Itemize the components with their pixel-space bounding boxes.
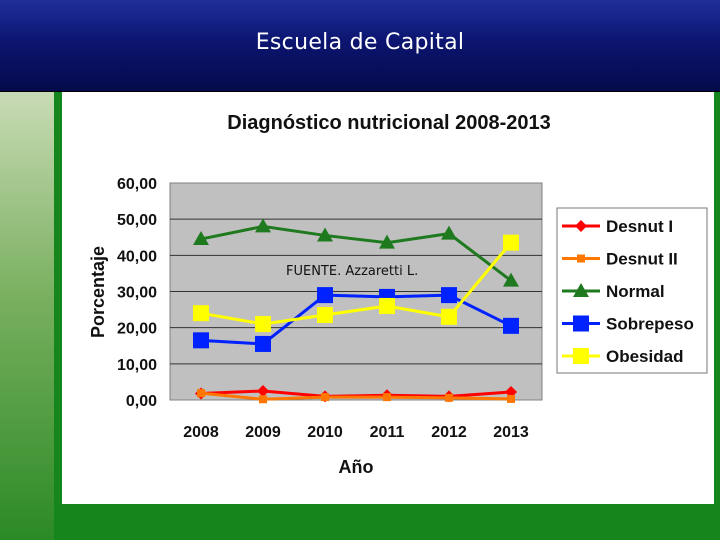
series-lines	[193, 218, 519, 404]
series-normal	[193, 218, 519, 287]
data-point	[321, 393, 329, 402]
data-point	[379, 234, 395, 249]
y-tick-label: 60,00	[117, 176, 157, 193]
x-tick-label: 2009	[245, 424, 281, 441]
data-point	[317, 307, 333, 324]
x-tick-label: 2010	[307, 424, 343, 441]
legend-marker	[573, 283, 589, 297]
data-point	[379, 297, 395, 314]
legend-item: Sobrepeso	[562, 315, 694, 334]
series-sobrepeso	[193, 287, 519, 352]
source-annotation: FUENTE. Azzaretti L.	[286, 264, 418, 279]
slide-title: Escuela de Capital	[255, 30, 465, 55]
y-tick-label: 30,00	[117, 285, 157, 302]
data-point	[193, 305, 209, 322]
legend-label: Desnut II	[606, 250, 678, 269]
data-point	[503, 272, 519, 287]
y-tick-label: 20,00	[117, 321, 157, 338]
slide-header: Escuela de Capital	[0, 0, 720, 92]
data-point	[255, 218, 271, 233]
data-point	[503, 317, 519, 334]
legend-marker	[573, 315, 589, 332]
legend-marker	[577, 254, 585, 263]
data-point	[445, 393, 453, 402]
series-line	[200, 241, 513, 326]
series-line	[200, 391, 512, 401]
data-point	[441, 287, 457, 304]
data-point	[503, 234, 519, 251]
legend-marker	[573, 348, 589, 364]
chart-title: Diagnóstico nutricional 2008-2013	[227, 112, 550, 134]
x-axis-ticks: 2008 2009 2010 2011 2012 2013	[183, 424, 529, 441]
x-tick-label: 2013	[493, 424, 529, 441]
series-obesidad	[193, 234, 519, 333]
y-axis-ticks: 0,00 10,00 20,00 30,00 40,00 50,00 60,00	[117, 176, 157, 410]
data-point	[441, 308, 457, 325]
series-line	[200, 224, 512, 282]
data-point	[193, 231, 209, 246]
data-point	[441, 225, 457, 240]
x-axis-label: Año	[339, 457, 374, 477]
y-tick-label: 10,00	[117, 357, 157, 374]
data-point	[255, 335, 271, 352]
legend-marker	[575, 220, 587, 232]
data-point	[197, 389, 205, 398]
data-point	[257, 384, 269, 397]
y-tick-label: 40,00	[117, 248, 157, 265]
x-tick-label: 2008	[183, 424, 219, 441]
series-desnut-ii	[197, 389, 515, 404]
data-point	[255, 316, 271, 333]
legend-item: Desnut I	[562, 217, 673, 236]
legend-label: Normal	[606, 282, 665, 301]
y-tick-label: 0,00	[126, 393, 157, 410]
legend-label: Sobrepeso	[606, 315, 694, 334]
legend-label: Desnut I	[606, 217, 673, 236]
legend: Desnut I Desnut II Normal Sobrepeso Obesidad	[562, 217, 694, 366]
data-point	[259, 395, 267, 404]
x-tick-label: 2011	[370, 424, 405, 441]
left-decor-band	[0, 92, 54, 540]
legend-item: Desnut II	[562, 250, 678, 269]
data-point	[317, 287, 333, 304]
y-tick-label: 50,00	[117, 212, 157, 229]
series-line	[200, 293, 512, 346]
y-axis-label: Porcentaje	[88, 246, 108, 338]
legend-label: Obesidad	[606, 347, 683, 366]
legend-item: Normal	[562, 282, 665, 301]
data-point	[383, 393, 391, 402]
legend-item: Obesidad	[562, 347, 683, 366]
data-point	[507, 394, 515, 403]
x-tick-label: 2012	[431, 424, 467, 441]
data-point	[317, 227, 333, 242]
data-point	[193, 332, 209, 349]
